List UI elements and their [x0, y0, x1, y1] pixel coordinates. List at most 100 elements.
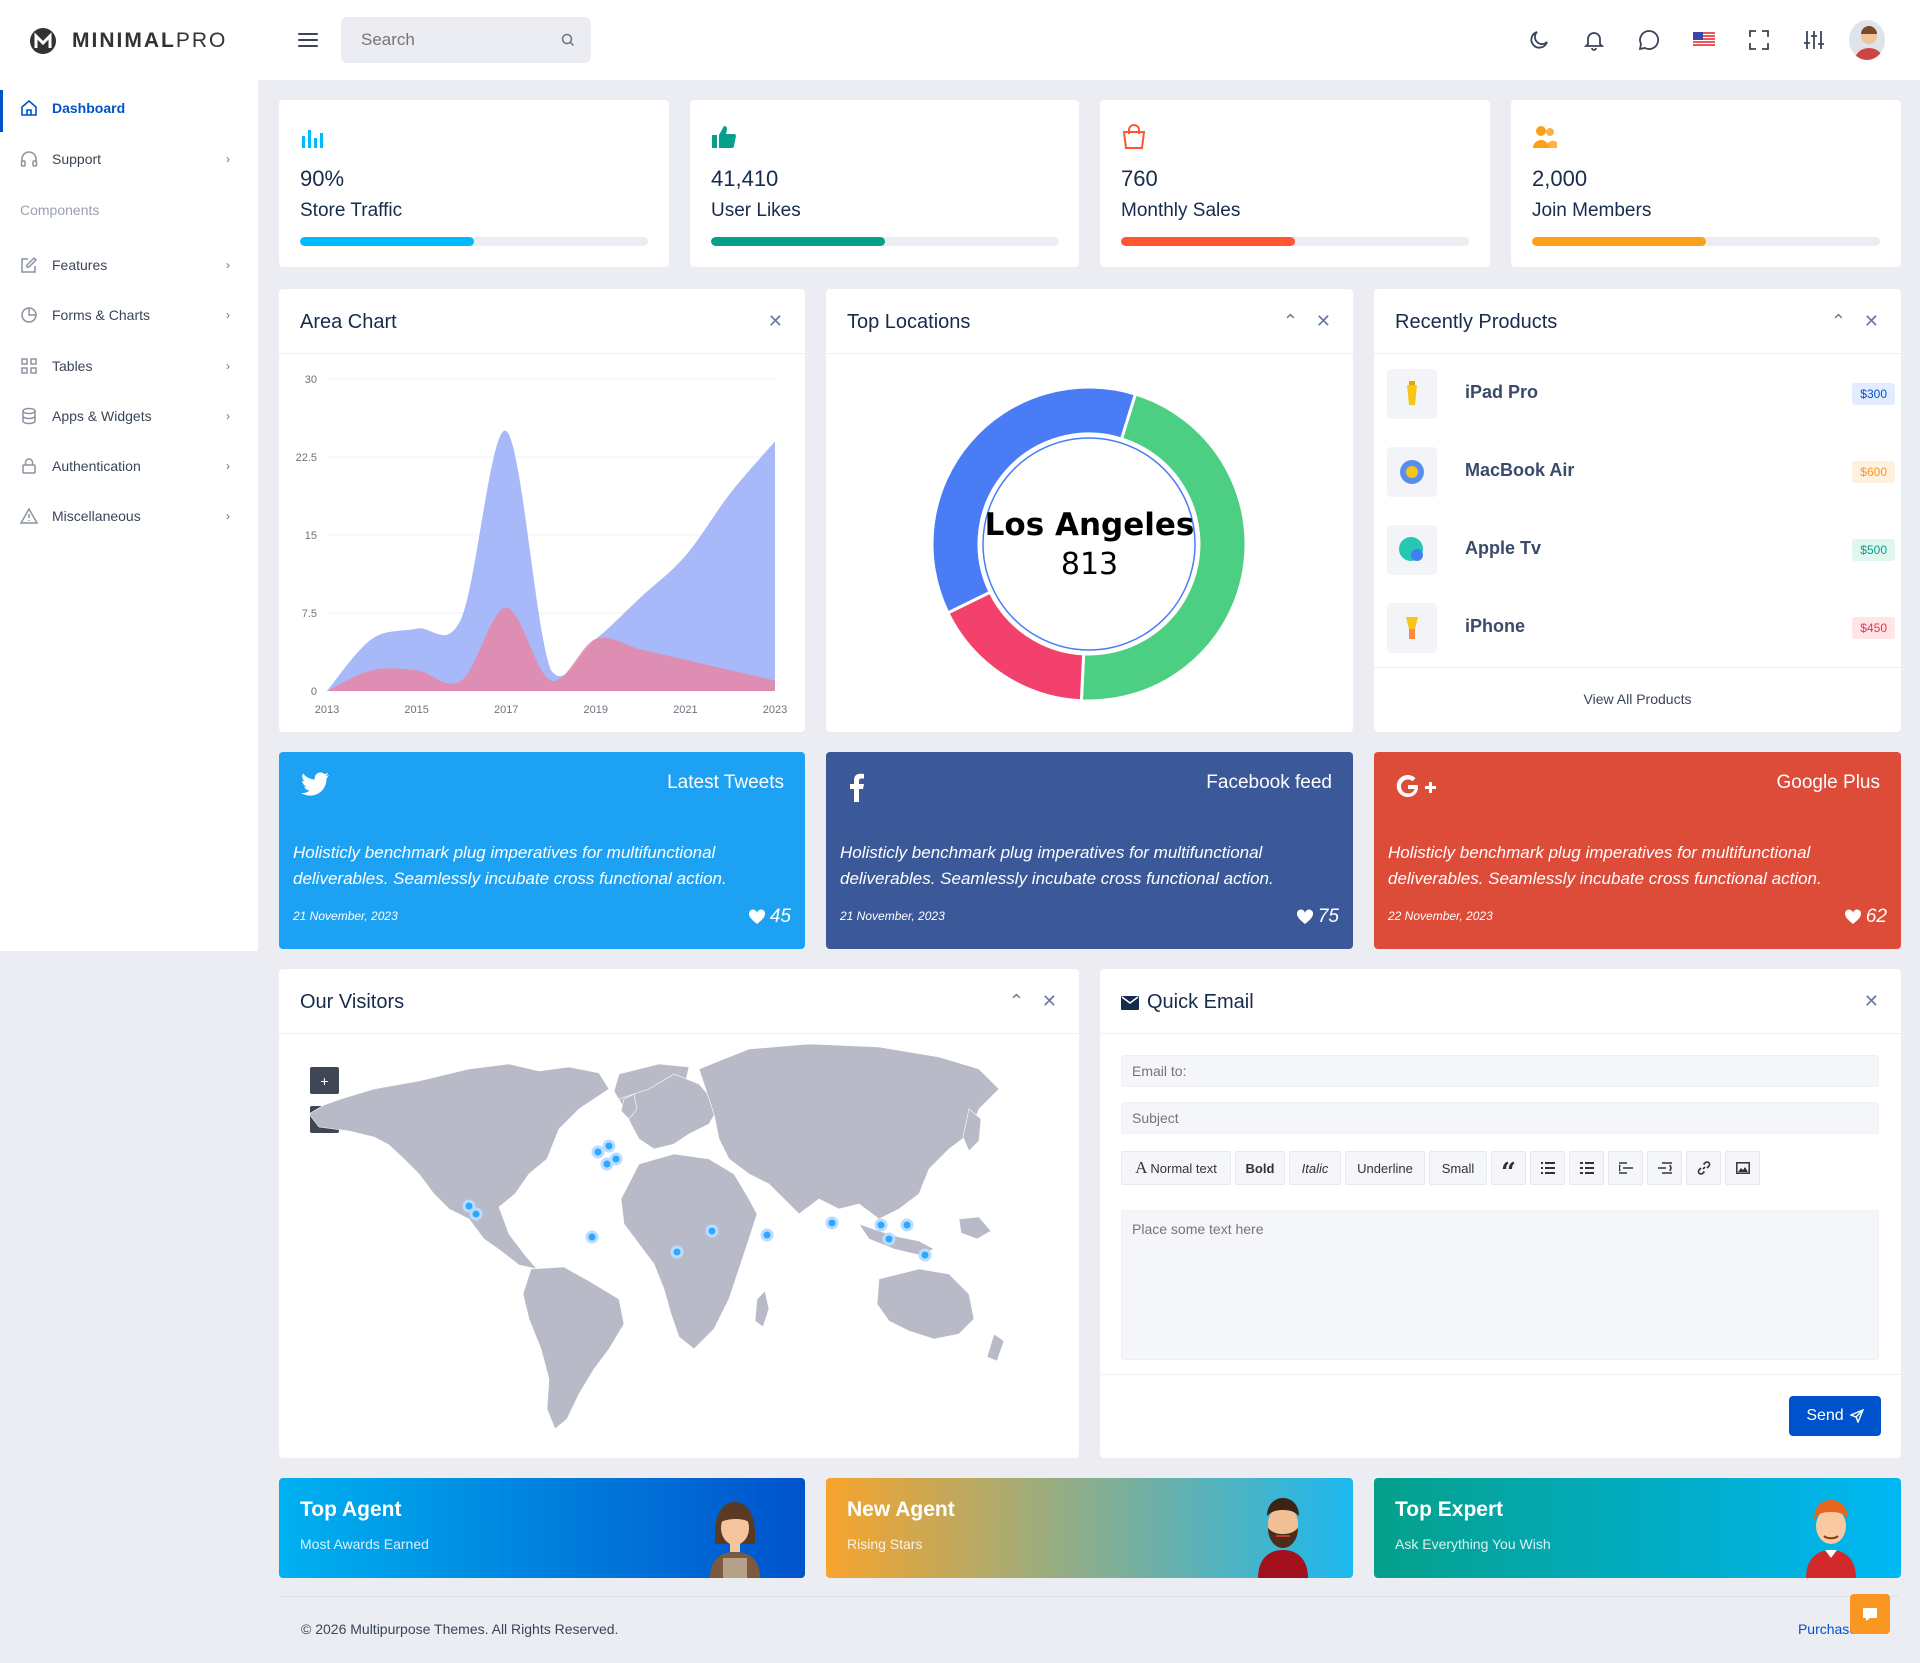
card-title: Top Locations: [847, 311, 971, 333]
sidebar-item-label: Forms & Charts: [52, 307, 151, 323]
area-series: [327, 430, 775, 691]
indent-icon[interactable]: [1647, 1151, 1682, 1185]
product-thumbnail: [1387, 369, 1437, 419]
top-expert-card[interactable]: Top Expert Ask Everything You Wish: [1374, 1478, 1901, 1578]
google-plus-card: Google Plus Holisticly benchmark plug im…: [1374, 752, 1901, 949]
sidebar-item-apps-widgets[interactable]: Apps & Widgets ›: [0, 396, 258, 436]
sidebar-item-label: Features: [52, 257, 108, 273]
email-to-field[interactable]: [1121, 1055, 1879, 1087]
product-name[interactable]: iPhone: [1465, 616, 1526, 636]
stat-card-join-members: 2,000 Join Members: [1511, 100, 1901, 267]
bold-button[interactable]: Bold: [1235, 1151, 1285, 1185]
fullscreen-icon[interactable]: [1741, 22, 1777, 58]
y-tick-label: 7.5: [302, 608, 317, 620]
link-icon[interactable]: [1686, 1151, 1721, 1185]
list-item[interactable]: iPad Pro $300: [1387, 369, 1895, 429]
map-zoom-in-button[interactable]: +: [310, 1067, 339, 1094]
outdent-icon[interactable]: [1608, 1151, 1643, 1185]
chat-icon[interactable]: [1631, 22, 1667, 58]
stat-card-store-traffic: 90% Store Traffic: [279, 100, 669, 267]
close-icon[interactable]: ✕: [1863, 991, 1879, 1011]
underline-button[interactable]: Underline: [1345, 1151, 1425, 1185]
sidebar-item-dashboard[interactable]: Dashboard: [0, 88, 258, 132]
send-button[interactable]: Send: [1789, 1396, 1881, 1436]
close-icon[interactable]: ✕: [1041, 991, 1057, 1011]
sidebar-item-features[interactable]: Features ›: [0, 245, 258, 285]
view-all-products-link[interactable]: View All Products: [1583, 691, 1692, 707]
divider: [1100, 1033, 1901, 1034]
area-series: [327, 607, 775, 691]
sidebar-item-label: Authentication: [52, 458, 141, 474]
image-icon[interactable]: [1725, 1151, 1760, 1185]
heart-icon: [1844, 909, 1861, 924]
sidebar-item-tables[interactable]: Tables ›: [0, 346, 258, 386]
likes[interactable]: 62: [1844, 906, 1887, 928]
product-thumbnail: [1387, 447, 1437, 497]
unordered-list-icon[interactable]: [1530, 1151, 1565, 1185]
agent-subtitle: Ask Everything You Wish: [1395, 1536, 1551, 1552]
donut-center-label: Los Angeles: [984, 507, 1195, 543]
user-avatar[interactable]: [1849, 20, 1885, 60]
progress-bar: [300, 237, 474, 246]
bell-icon[interactable]: [1576, 22, 1612, 58]
product-name[interactable]: MacBook Air: [1465, 460, 1575, 480]
list-item[interactable]: iPhone $450: [1387, 603, 1895, 663]
donut-slice[interactable]: [1079, 392, 1248, 703]
normal-text-button[interactable]: A Normal text: [1121, 1151, 1231, 1185]
small-button[interactable]: Small: [1429, 1151, 1487, 1185]
subject-field[interactable]: [1121, 1102, 1879, 1134]
chevron-up-icon[interactable]: ⌃: [1282, 311, 1298, 331]
search-input[interactable]: [341, 17, 541, 63]
hamburger-menu-icon[interactable]: [296, 28, 320, 52]
social-text: Holisticly benchmark plug imperatives fo…: [293, 843, 727, 888]
chevron-right-icon: ›: [226, 459, 230, 473]
likes[interactable]: 75: [1296, 906, 1339, 928]
quote-button[interactable]: “: [1491, 1151, 1526, 1188]
product-name[interactable]: iPad Pro: [1465, 382, 1539, 402]
sidebar-item-label: Miscellaneous: [52, 508, 141, 524]
divider: [826, 353, 1353, 354]
twitter-card: Latest Tweets Holisticly benchmark plug …: [279, 752, 805, 949]
expert-avatar: [1806, 1500, 1856, 1578]
floating-action-button[interactable]: [1850, 1594, 1890, 1634]
close-icon[interactable]: ✕: [1863, 311, 1879, 331]
search-icon[interactable]: [561, 33, 575, 47]
our-visitors-card: Our Visitors ⌃ ✕ + -: [279, 969, 1079, 1458]
list-item[interactable]: Apple Tv $500: [1387, 525, 1895, 585]
sidebar-item-authentication[interactable]: Authentication ›: [0, 446, 258, 486]
likes-count: 75: [1317, 906, 1339, 927]
divider: [1374, 667, 1901, 668]
y-tick-label: 0: [311, 686, 317, 698]
donut-slice[interactable]: [930, 385, 1138, 615]
database-icon: [22, 407, 36, 425]
italic-button[interactable]: Italic: [1289, 1151, 1341, 1185]
facebook-icon[interactable]: [847, 772, 865, 802]
paper-plane-icon: [1849, 1409, 1864, 1423]
email-body-textarea[interactable]: [1121, 1210, 1879, 1360]
close-icon[interactable]: ✕: [767, 311, 783, 331]
ordered-list-icon[interactable]: [1569, 1151, 1604, 1185]
sidebar-item-miscellaneous[interactable]: Miscellaneous ›: [0, 496, 258, 536]
new-agent-card[interactable]: New Agent Rising Stars: [826, 1478, 1353, 1578]
google-plus-icon[interactable]: [1395, 772, 1439, 802]
sidebar: Dashboard Support › Components Features …: [0, 80, 258, 951]
brand-name: MINIMALPRO: [72, 29, 228, 52]
likes[interactable]: 45: [748, 906, 791, 928]
chevron-up-icon[interactable]: ⌃: [1008, 991, 1024, 1011]
sidebar-item-support[interactable]: Support ›: [0, 139, 258, 179]
twitter-icon[interactable]: [300, 772, 330, 798]
settings-sliders-icon[interactable]: [1796, 22, 1832, 58]
close-icon[interactable]: ✕: [1315, 311, 1331, 331]
top-agent-card[interactable]: Top Agent Most Awards Earned: [279, 1478, 805, 1578]
moon-icon[interactable]: [1521, 22, 1557, 58]
sidebar-item-forms-charts[interactable]: Forms & Charts ›: [0, 295, 258, 335]
progress-bar: [1121, 237, 1295, 246]
brand-logo[interactable]: MINIMALPRO: [28, 26, 227, 56]
card-title: Area Chart: [300, 311, 397, 333]
price-badge: $300: [1852, 383, 1895, 405]
alert-icon: [20, 507, 38, 524]
list-item[interactable]: MacBook Air $600: [1387, 447, 1895, 507]
us-flag-icon[interactable]: [1686, 22, 1722, 58]
chevron-up-icon[interactable]: ⌃: [1830, 311, 1846, 331]
product-name[interactable]: Apple Tv: [1465, 538, 1542, 558]
